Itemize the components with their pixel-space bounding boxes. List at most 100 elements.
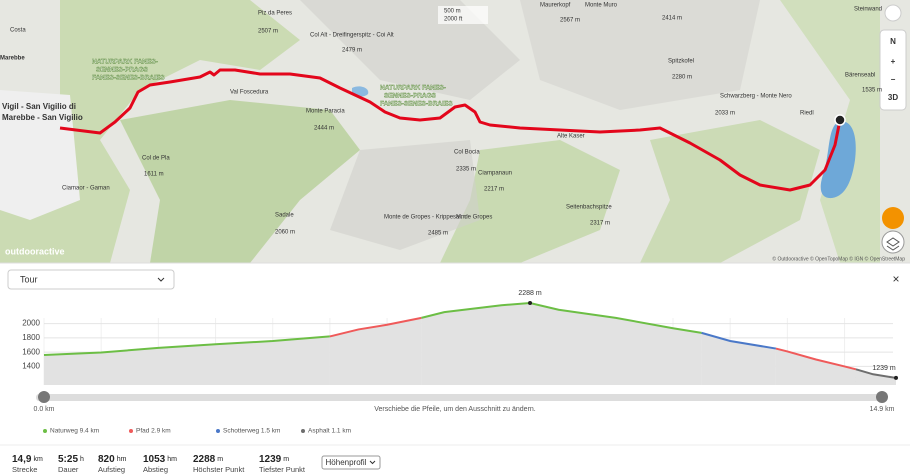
range-handle[interactable] (38, 391, 50, 403)
y-tick-label: 1800 (22, 333, 40, 342)
profile-area (775, 348, 856, 385)
dropdown-label: Tour (20, 274, 38, 284)
stat-number: 1239 (259, 454, 282, 465)
end-label: 1239 m (872, 365, 896, 372)
attribution: © Outdooractive © OpenTopoMap © IGN © Op… (772, 255, 905, 262)
map-control[interactable]: 3D (888, 93, 898, 102)
legend-dot (129, 429, 133, 433)
profile-button[interactable] (321, 455, 381, 470)
map-label: Spitzkofel (668, 59, 694, 65)
close-button[interactable]: × (892, 272, 899, 286)
map-label: Ciamaor - Gaman (62, 186, 110, 192)
map-label: 2567 m (560, 18, 580, 24)
map-label: Piz da Peres (258, 11, 292, 17)
range-end: 14.9 km (870, 406, 895, 413)
map-label: 2217 m (484, 187, 504, 193)
stat-value: 2288 m (193, 454, 223, 465)
map-label: 2414 m (662, 16, 682, 22)
legend-dot (43, 429, 47, 433)
stat-unit: h (80, 456, 84, 463)
stat-number: 5:25 (58, 454, 78, 465)
range-start: 0.0 km (33, 406, 54, 413)
map-label: 2485 m (428, 231, 448, 237)
stat-number: 1053 (143, 454, 166, 465)
stat-label: Strecke (12, 465, 37, 474)
stat-number: 820 (98, 454, 115, 465)
map[interactable] (0, 0, 910, 263)
y-tick-label: 1400 (22, 362, 40, 371)
park-label: NATURPARK FANES- (92, 59, 158, 66)
map-label: M. de Gropes (456, 215, 492, 221)
park-label: SENNES-PRAGS (96, 67, 149, 74)
map-label: 2060 m (275, 230, 295, 236)
map-label: Val Foscedura (230, 90, 269, 96)
map-control[interactable]: + (891, 57, 896, 66)
chevron (369, 460, 376, 465)
profile-line (701, 331, 777, 350)
stat-number: 14,9 (12, 454, 32, 465)
stat-number: 2288 (193, 454, 216, 465)
range-handle[interactable] (876, 391, 888, 403)
chevron (157, 277, 165, 282)
map-label: Alte Kaser (557, 134, 585, 140)
scale-label: 500 m (444, 9, 461, 15)
park-label: SENNES-PRAGS (384, 93, 437, 100)
tour-dropdown[interactable] (7, 269, 175, 290)
map-label: Schwarzberg - Monte Nero (720, 94, 792, 100)
map-label: Seitenbachspitze (566, 205, 612, 211)
legend-label: Asphalt 1.1 km (308, 428, 351, 435)
map-label: 2280 m (672, 75, 692, 81)
stat-label: Höchster Punkt (193, 465, 245, 474)
map-label: 2335 m (456, 167, 476, 173)
legend: Naturweg 9.4 km Pfad 2.9 km Schotterweg 1.… (43, 428, 351, 435)
map-label: Col Bocia (454, 150, 480, 156)
map-label: Marebbe - San Vigilio (2, 113, 83, 122)
map-label: 2444 m (314, 126, 334, 132)
map-label: Col de Pla (142, 156, 170, 162)
park-label: NATURPARK FANES- (380, 85, 446, 92)
stat-unit: m (217, 456, 223, 463)
map-label: Riedl (800, 111, 814, 117)
map-label: Monte Muro (585, 3, 618, 9)
map-label: Sadale (275, 213, 294, 219)
map-label: 1611 m (144, 172, 164, 178)
stat-value: 1053 hm (143, 454, 177, 465)
map-label: Monte de Gropes - Krippesalm (384, 215, 466, 221)
y-tick-label: 2000 (22, 319, 40, 328)
profile-line (421, 301, 702, 334)
stat-label: Tiefster Punkt (259, 465, 306, 474)
legend-label: Naturweg 9.4 km (50, 428, 99, 435)
map-control[interactable]: − (891, 75, 896, 84)
map-label: Marebbe (0, 56, 25, 62)
legend-label: Pfad 2.9 km (136, 428, 171, 435)
map-control[interactable]: N (890, 37, 896, 46)
legend-label: Schotterweg 1.5 km (223, 428, 280, 435)
peak-label: 2288 m (518, 290, 542, 297)
profile-line (775, 347, 857, 371)
park-label: FANES-SENES-BRAIES (380, 101, 453, 108)
map-label: 1535 m (862, 88, 882, 94)
legend-dot (301, 429, 305, 433)
map-labels: Costa Marebbe Vigil - San Vigilio di Marebb… (0, 3, 905, 263)
profile-area (701, 332, 776, 385)
legend-dot (216, 429, 220, 433)
range-track (36, 394, 885, 401)
map-label: Col Alt - Dreifingerspitz - Coi Alt (310, 33, 394, 39)
stat-label: Dauer (58, 465, 79, 474)
map-label: 2507 m (258, 29, 278, 35)
stat-value: 1239 m (259, 454, 289, 465)
y-tick-label: 1600 (22, 347, 40, 356)
range-hint: Verschiebe die Pfeile, um den Ausschnitt… (374, 406, 536, 413)
scale-label: 2000 ft (444, 17, 463, 23)
stat-unit: hm (117, 456, 127, 463)
stat-value: 5:25 h (58, 454, 84, 465)
stat-value: 820 hm (98, 454, 127, 465)
map-label: Ciampanaun (478, 171, 512, 177)
profile-area (329, 317, 422, 385)
stat-value: 14,9 km (12, 454, 43, 465)
map-label: 2317 m (590, 221, 610, 227)
map-label: Steinwand (854, 7, 882, 13)
button-label: Höhenprofil (326, 458, 367, 467)
